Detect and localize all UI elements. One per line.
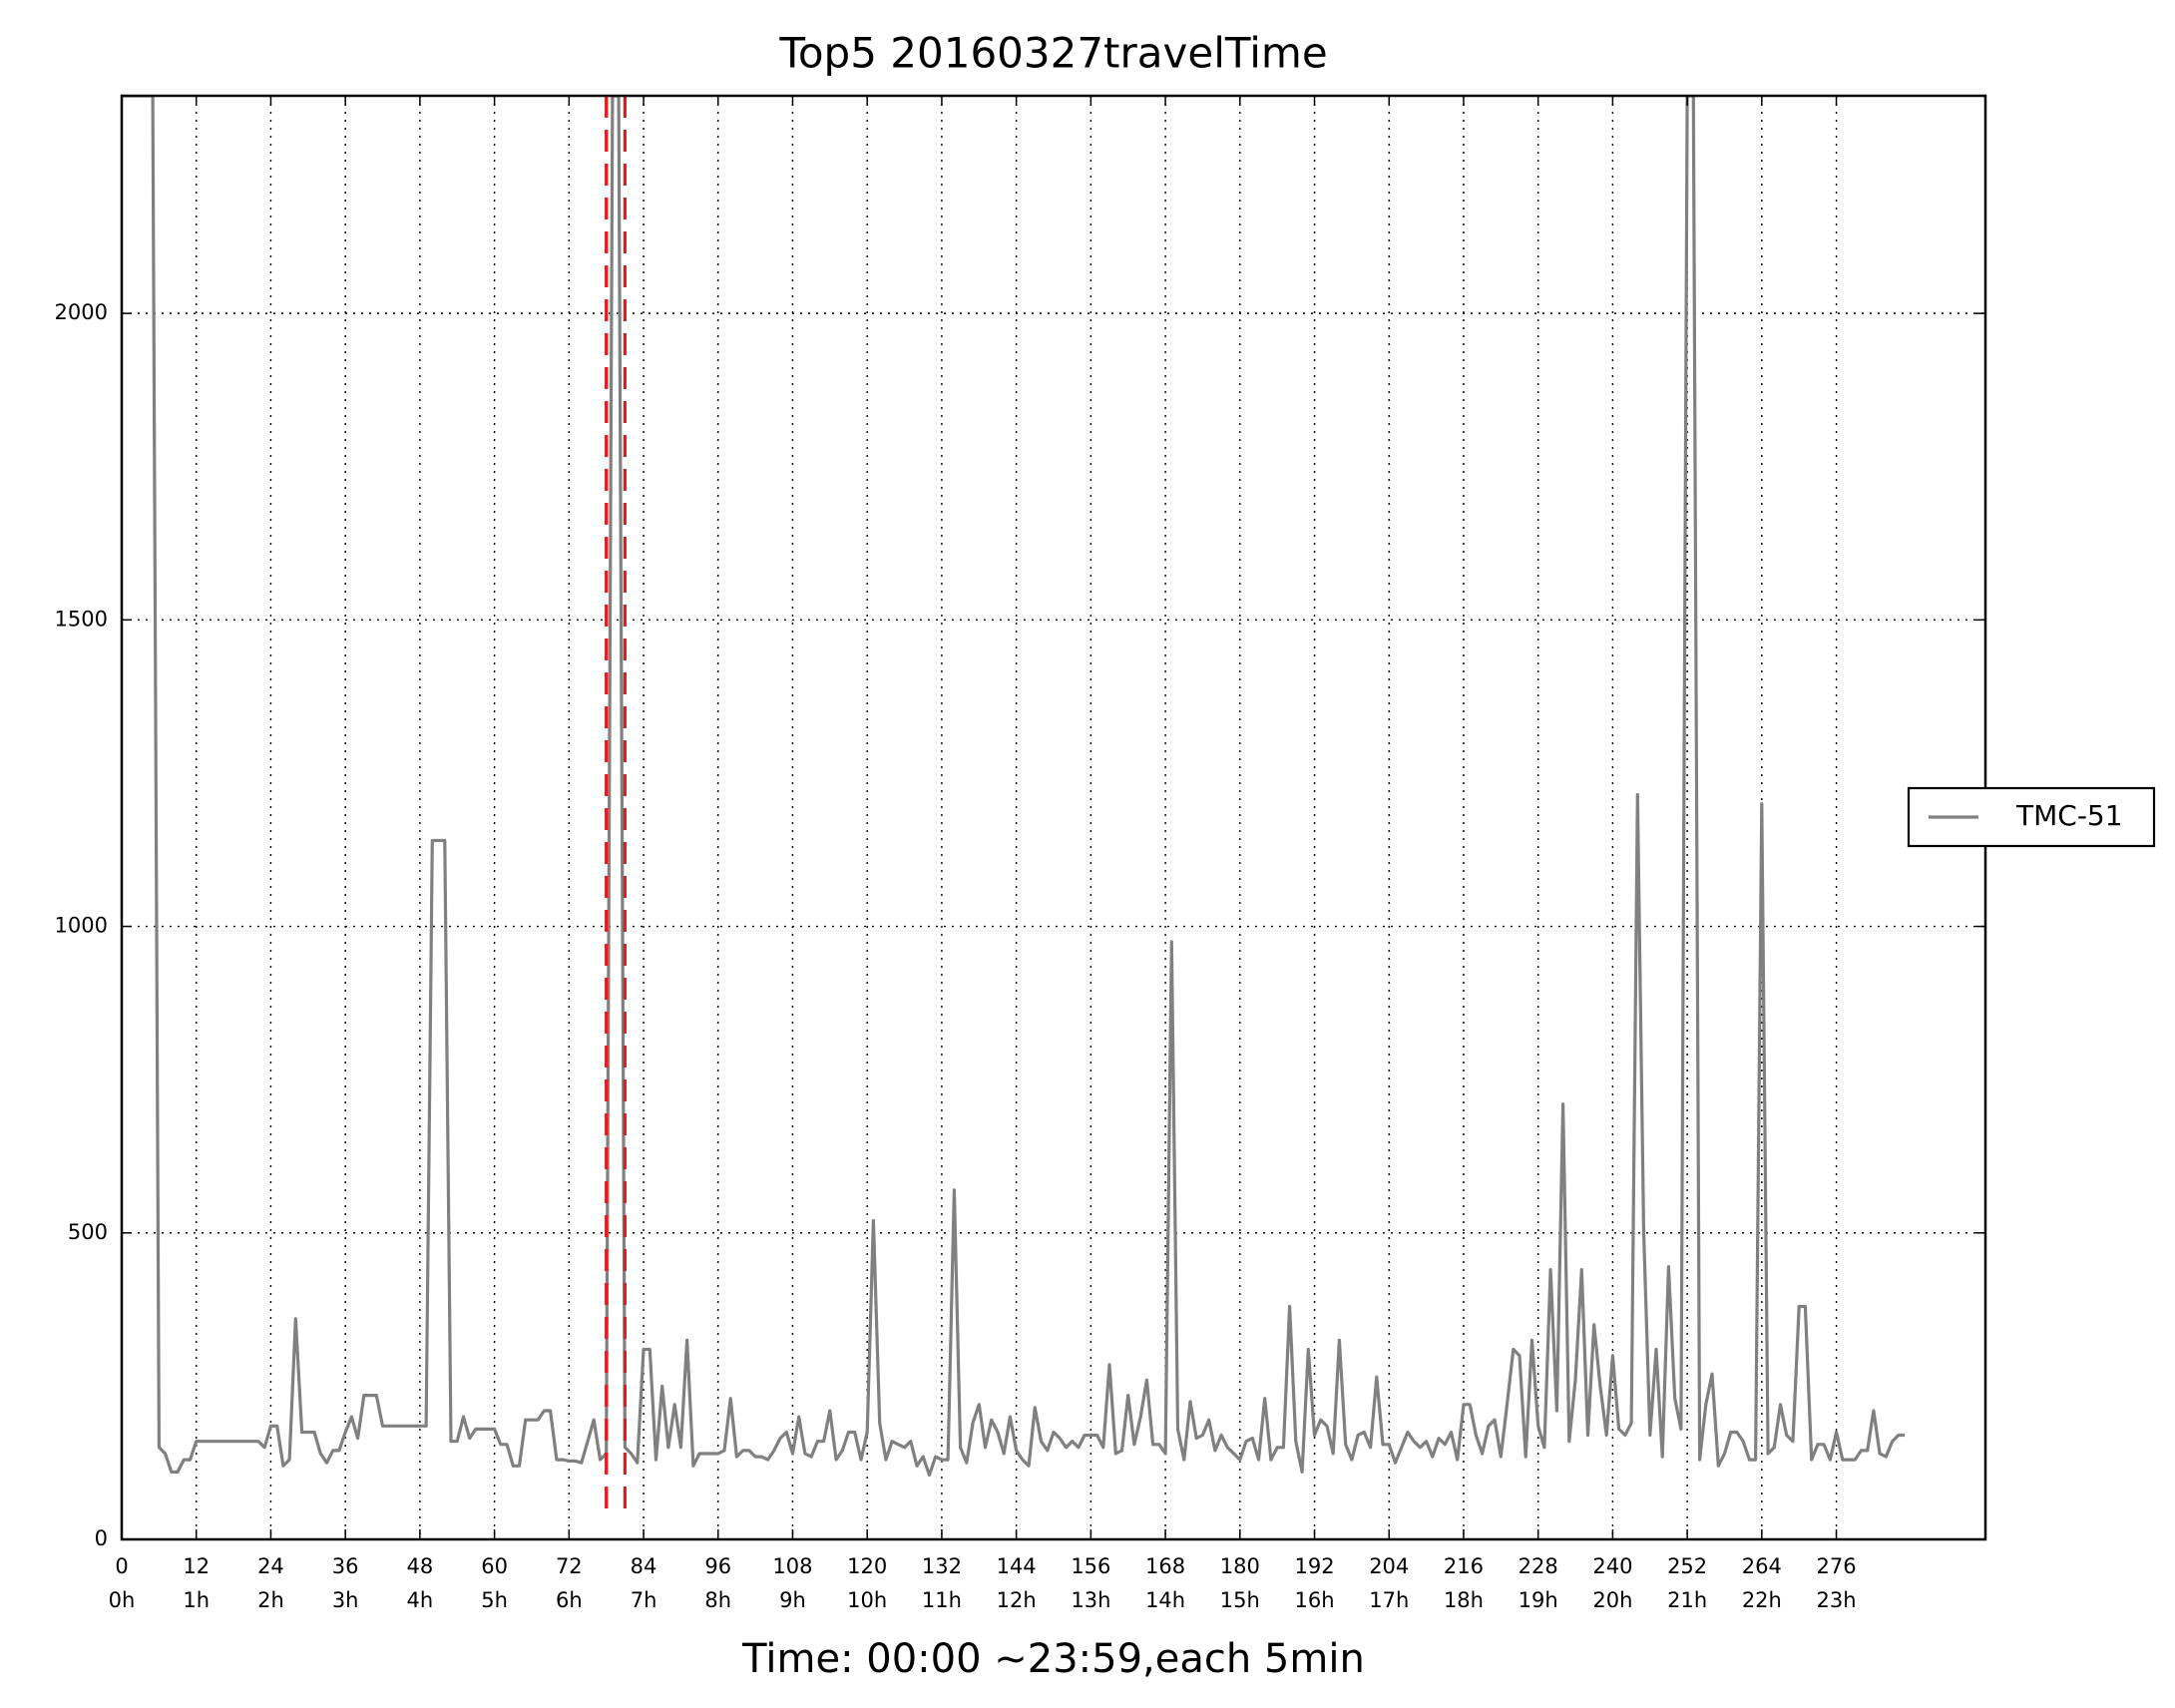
x-tick-label: 252 [1667,1554,1707,1578]
x-tick-hour-label: 9h [779,1588,806,1612]
x-tick-label: 276 [1817,1554,1857,1578]
x-tick-hour-label: 16h [1295,1588,1335,1612]
x-tick-label: 216 [1444,1554,1484,1578]
x-tick-label: 36 [332,1554,359,1578]
x-tick-hour-label: 0h [109,1588,136,1612]
x-tick-label: 108 [772,1554,812,1578]
x-tick-hour-label: 4h [407,1588,434,1612]
x-tick-label: 48 [407,1554,434,1578]
legend: TMC-51 [1907,786,2156,848]
x-tick-label: 156 [1071,1554,1110,1578]
x-tick-hour-label: 5h [481,1588,508,1612]
x-tick-hour-label: 20h [1592,1588,1632,1612]
x-tick-label: 24 [257,1554,284,1578]
x-tick-hour-label: 13h [1071,1588,1110,1612]
x-tick-label: 264 [1742,1554,1782,1578]
data-line [122,96,1906,1478]
x-tick-label: 228 [1519,1554,1558,1578]
x-tick-label: 72 [556,1554,583,1578]
x-tick-hour-label: 3h [332,1588,359,1612]
chart-title: Top5 20160327travelTime [778,29,1327,78]
y-tick-label: 1000 [55,914,108,938]
x-tick-hour-label: 12h [997,1588,1037,1612]
plot-area [122,96,1906,1514]
x-tick-label: 0 [115,1554,128,1578]
x-tick-label: 60 [481,1554,508,1578]
x-tick-hour-label: 19h [1519,1588,1558,1612]
x-tick-label: 120 [847,1554,887,1578]
x-tick-hour-label: 18h [1444,1588,1484,1612]
x-tick-label: 84 [631,1554,657,1578]
x-tick-label: 12 [183,1554,210,1578]
x-tick-label: 192 [1294,1554,1334,1578]
x-tick-label: 132 [922,1554,962,1578]
x-axis-label: Time: 00:00 ~23:59,each 5min [741,1636,1365,1682]
y-tick-label: 500 [68,1220,108,1244]
x-tick-label: 204 [1369,1554,1409,1578]
x-tick-hour-label: 17h [1369,1588,1409,1612]
y-tick-label: 2000 [55,300,108,324]
x-tick-hour-label: 15h [1220,1588,1260,1612]
x-tick-hour-label: 7h [631,1588,657,1612]
x-tick-hour-label: 10h [847,1588,887,1612]
x-tick-hour-label: 22h [1742,1588,1782,1612]
x-tick-label: 240 [1592,1554,1632,1578]
x-tick-hour-label: 21h [1667,1588,1707,1612]
x-tick-hour-label: 1h [183,1588,210,1612]
ticks: 0 500 1000 1500 2000 0 0h 12 1h 24 2h 36 3h 48 4h 60 5h 7… [55,96,1985,1612]
x-tick-hour-label: 23h [1817,1588,1857,1612]
x-tick-hour-label: 2h [257,1588,284,1612]
y-tick-label: 1500 [55,607,108,631]
y-tick-label: 0 [95,1526,108,1550]
x-tick-label: 144 [997,1554,1037,1578]
grid [121,96,1985,1540]
x-tick-hour-label: 6h [556,1588,583,1612]
x-tick-hour-label: 14h [1145,1588,1185,1612]
x-tick-label: 180 [1220,1554,1260,1578]
legend-label: TMC-51 [2015,799,2123,832]
x-tick-label: 168 [1145,1554,1185,1578]
x-tick-hour-label: 8h [704,1588,731,1612]
x-tick-hour-label: 11h [922,1588,962,1612]
x-tick-label: 96 [704,1554,731,1578]
